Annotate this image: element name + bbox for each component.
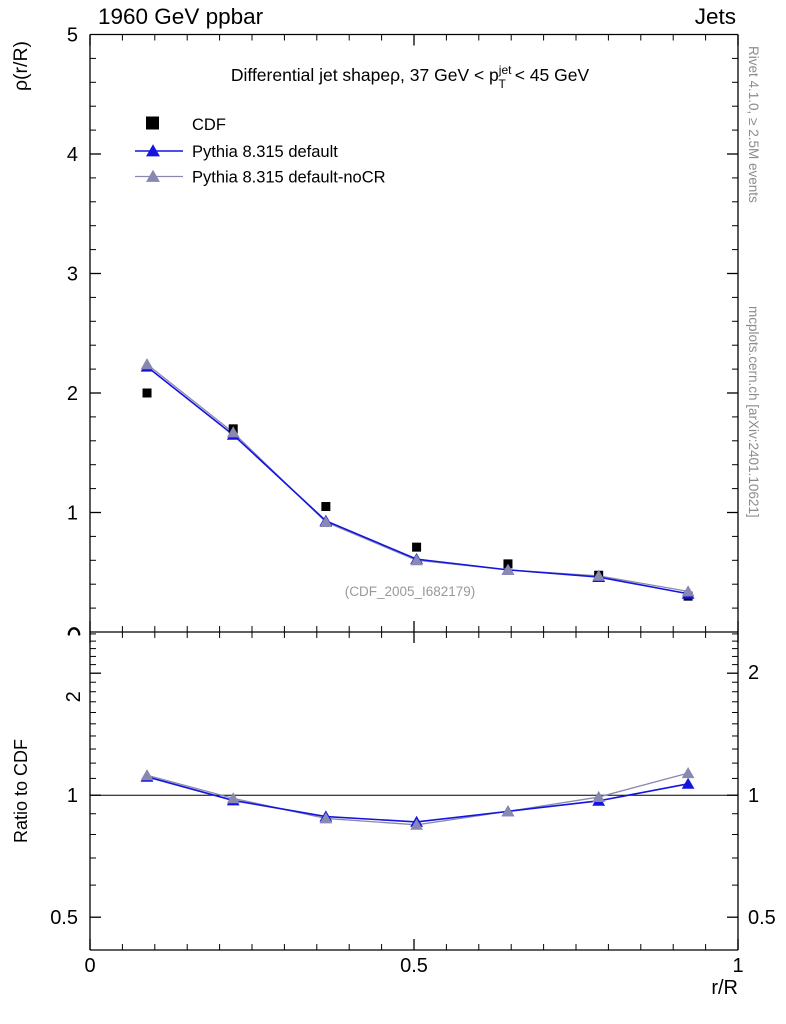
svg-text:3: 3 — [67, 264, 78, 286]
svg-text:ρ(r/R): ρ(r/R) — [10, 41, 32, 91]
svg-text:2: 2 — [63, 691, 85, 702]
svg-text:1960 GeV ppbar: 1960 GeV ppbar — [98, 4, 264, 29]
svg-text:4: 4 — [67, 144, 78, 166]
svg-text:Rivet 4.1.0, ≥ 2.5M events: Rivet 4.1.0, ≥ 2.5M events — [746, 46, 761, 203]
svg-text:CDF: CDF — [192, 116, 226, 134]
svg-text:mcplots.cern.ch [arXiv:2401.10: mcplots.cern.ch [arXiv:2401.10621] — [746, 306, 761, 518]
svg-text:1: 1 — [67, 785, 78, 807]
svg-text:2: 2 — [67, 383, 78, 405]
svg-text:0.5: 0.5 — [748, 907, 776, 929]
svg-text:1: 1 — [732, 955, 743, 977]
svg-text:0: 0 — [84, 955, 95, 977]
svg-text:(CDF_2005_I682179): (CDF_2005_I682179) — [345, 584, 476, 599]
svg-text:Pythia 8.315 default-noCR: Pythia 8.315 default-noCR — [192, 169, 386, 187]
svg-text:1: 1 — [67, 503, 78, 525]
svg-text:5: 5 — [67, 25, 78, 47]
svg-text:0.5: 0.5 — [400, 955, 428, 977]
svg-text:0.5: 0.5 — [50, 907, 78, 929]
svg-text:Pythia 8.315 default: Pythia 8.315 default — [192, 143, 338, 161]
svg-text:r/R: r/R — [711, 977, 738, 999]
svg-text:Jets: Jets — [695, 4, 736, 29]
svg-text:2: 2 — [748, 662, 759, 684]
svg-text:Ratio to CDF: Ratio to CDF — [11, 739, 31, 843]
svg-text:1: 1 — [748, 785, 759, 807]
